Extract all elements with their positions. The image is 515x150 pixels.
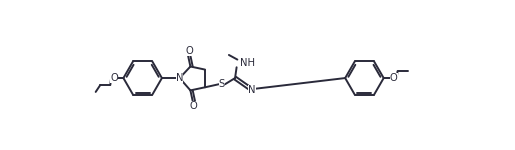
Text: S: S (219, 79, 225, 89)
Text: O: O (110, 73, 118, 83)
Text: N: N (176, 73, 183, 83)
Text: O: O (390, 73, 398, 83)
Text: O: O (190, 101, 198, 111)
Text: N: N (248, 85, 256, 95)
Text: O: O (185, 46, 193, 56)
Text: NH: NH (239, 58, 255, 68)
